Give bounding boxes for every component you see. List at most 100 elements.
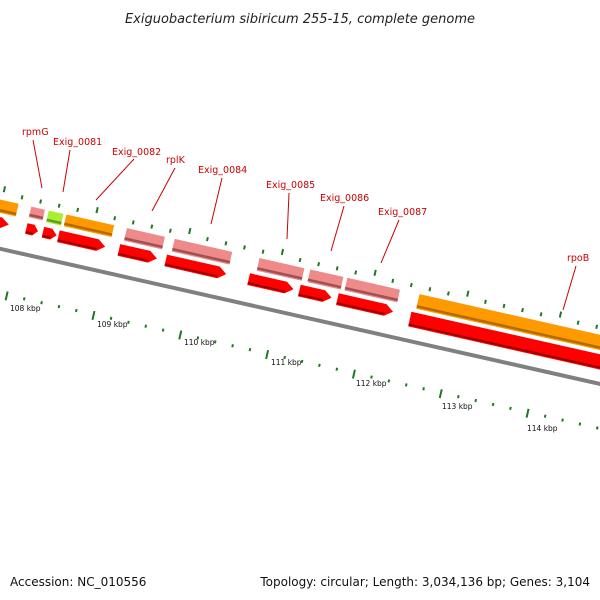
inner-tick: [457, 394, 460, 399]
outer-tick: [446, 291, 450, 296]
outer-tick: [280, 248, 285, 256]
outer-tick: [335, 266, 339, 271]
outer-tick: [521, 307, 524, 313]
leader-line: [286, 192, 290, 240]
inner-tick: [178, 330, 183, 340]
position-label-111kbp: 111 kbp: [271, 358, 302, 367]
inner-tick: [40, 301, 43, 305]
inner-tick: [213, 340, 217, 344]
outer-tick: [39, 199, 43, 204]
inner-tick: [404, 383, 408, 387]
outer-tick: [95, 207, 99, 214]
outer-tick: [558, 311, 563, 318]
topology-text: Topology: circular; Length: 3,034,136 bp…: [259, 575, 590, 589]
outer-tick: [206, 236, 209, 242]
outer-tick: [131, 220, 135, 225]
outer-tick: [57, 203, 61, 208]
cds-arrow-left: [0, 217, 9, 229]
gene-label-exig-0085: Exig_0085: [266, 180, 315, 191]
inner-tick: [370, 375, 373, 379]
map-title: Exiguobacterium sibiricum 255-15, comple…: [125, 12, 475, 27]
cds-arrow-rpob-shadow: [408, 323, 600, 369]
inner-tick-ring: [4, 291, 599, 430]
cds-arrow-exig-0085: [247, 273, 294, 294]
inner-tick: [127, 320, 130, 324]
outer-tick: [373, 269, 377, 276]
inner-tick: [422, 387, 425, 391]
gene-bar-exig-0081-shadow: [46, 218, 62, 225]
position-label-113kbp: 113 kbp: [442, 402, 473, 411]
outer-tick: [2, 186, 7, 193]
gene-label-exig-0087: Exig_0087: [378, 207, 427, 218]
leader-line: [62, 149, 71, 193]
gene-bar-exig-0085-shadow: [256, 267, 303, 280]
cds-arrow-exig-0081-shadow: [41, 234, 51, 239]
outer-tick: [317, 262, 321, 267]
inner-tick: [144, 324, 148, 328]
gene-bar-rpmg-shadow: [29, 213, 44, 220]
inner-tick: [283, 355, 286, 360]
inner-tick: [509, 406, 512, 411]
gene-label-rpmg: rpmG: [22, 127, 49, 138]
inner-tick: [525, 408, 530, 418]
accession-text: Accession: NC_010556: [10, 575, 146, 589]
leader-line: [151, 167, 176, 212]
position-label-110kbp: 110 kbp: [184, 338, 215, 347]
label-leader-lines: [32, 139, 577, 311]
cds-arrow-exig-0084: [164, 254, 227, 279]
gene-label-rpob: rpoB: [567, 253, 589, 264]
gene-bar-left-shadow: [0, 209, 17, 216]
outer-tick: [298, 257, 302, 263]
gene-label-exig-0086: Exig_0086: [320, 193, 369, 204]
inner-tick: [300, 359, 304, 364]
position-label-112kbp: 112 kbp: [356, 379, 387, 388]
inner-tick: [438, 389, 443, 399]
inner-tick: [578, 422, 582, 426]
gene-labels: rpmG Exig_0081 Exig_0082 rplK Exig_0084 …: [22, 127, 589, 264]
gene-bar-exig-0086-shadow: [307, 278, 342, 289]
backbone-line: [0, 246, 600, 387]
cds-arrow-rplk-shadow: [117, 252, 149, 262]
outer-tick: [428, 287, 432, 292]
outer-tick: [20, 195, 24, 200]
outer-tick: [595, 324, 599, 330]
inner-tick: [335, 367, 339, 371]
outer-tick: [539, 312, 543, 317]
inner-tick: [491, 402, 495, 407]
inner-tick: [387, 379, 391, 383]
gene-label-exig-0082: Exig_0082: [112, 147, 161, 158]
inner-tick: [75, 308, 78, 313]
outer-tick: [576, 320, 580, 325]
outer-tick: [168, 228, 172, 233]
inner-tick: [22, 297, 26, 301]
outer-tick: [113, 216, 117, 221]
cds-arrow-rpmg-shadow: [25, 230, 33, 235]
cds-arrow-exig-0087-shadow: [336, 302, 385, 315]
cds-arrow-exig-0086-shadow: [298, 293, 324, 301]
cds-arrow-exig-0086: [298, 284, 332, 302]
inner-tick: [595, 426, 599, 430]
position-label-108kbp: 108 kbp: [10, 304, 41, 313]
leader-line: [562, 265, 577, 311]
feature-track: [0, 199, 600, 370]
inner-tick: [561, 418, 564, 422]
leader-line: [330, 205, 345, 252]
outer-tick: [466, 290, 470, 297]
outer-tick: [261, 249, 265, 254]
outer-tick: [484, 299, 487, 304]
outer-tick: [243, 245, 246, 250]
outer-tick: [391, 278, 395, 284]
outer-tick: [76, 207, 80, 213]
cds-arrow-exig-0087: [336, 293, 393, 316]
inner-tick: [351, 369, 356, 379]
leader-line: [95, 158, 135, 201]
outer-tick: [224, 241, 228, 246]
inner-tick: [109, 316, 113, 321]
inner-tick: [318, 363, 321, 368]
inner-tick: [248, 347, 252, 352]
outer-tick: [188, 227, 192, 235]
inner-tick: [161, 328, 165, 332]
gene-bar-exig-0087-shadow: [344, 286, 398, 302]
inner-tick: [543, 414, 547, 418]
